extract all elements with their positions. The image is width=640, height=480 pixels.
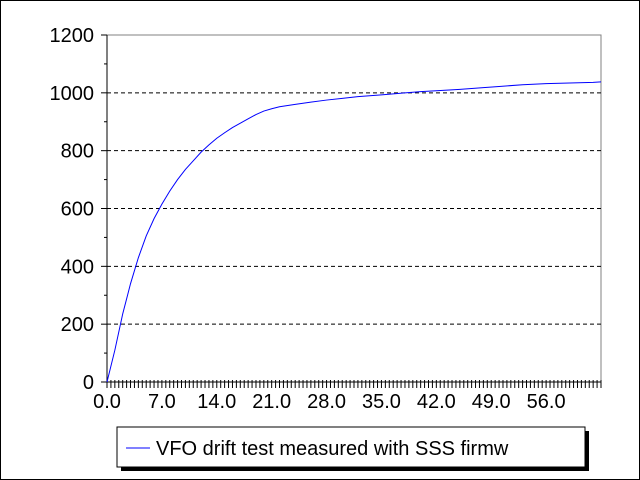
x-tick-label: 0.0 <box>93 391 121 413</box>
legend-box <box>116 426 586 468</box>
y-tick-label: 400 <box>61 256 94 278</box>
axis-layer <box>101 34 602 388</box>
y-tick-label: 200 <box>61 314 94 336</box>
x-tick-label: 49.0 <box>472 391 511 413</box>
x-tick-label: 21.0 <box>252 391 291 413</box>
x-tick-label: 56.0 <box>527 391 566 413</box>
series-layer <box>106 81 602 383</box>
legend-label: VFO drift test measured with SSS firmw <box>156 438 509 460</box>
x-tick-label: 42.0 <box>417 391 456 413</box>
y-tick-label: 800 <box>61 141 94 163</box>
x-tick-label: 35.0 <box>362 391 401 413</box>
y-tick-label: 1000 <box>50 83 95 105</box>
y-tick-label: 1200 <box>50 25 95 47</box>
x-tick-label: 14.0 <box>197 391 236 413</box>
x-tick-label: 28.0 <box>307 391 346 413</box>
y-tick-label: 0 <box>83 372 94 394</box>
legend: VFO drift test measured with SSS firmw <box>116 426 589 471</box>
grid-layer <box>107 92 601 325</box>
y-tick-label: 600 <box>61 199 94 221</box>
label-layer: 0 200 400 600 800 1000 1200 0.0 7.0 14.0 21.0 28.0 3… <box>50 25 566 413</box>
series-line-0 <box>106 81 602 383</box>
x-tick-label: 7.0 <box>148 391 176 413</box>
